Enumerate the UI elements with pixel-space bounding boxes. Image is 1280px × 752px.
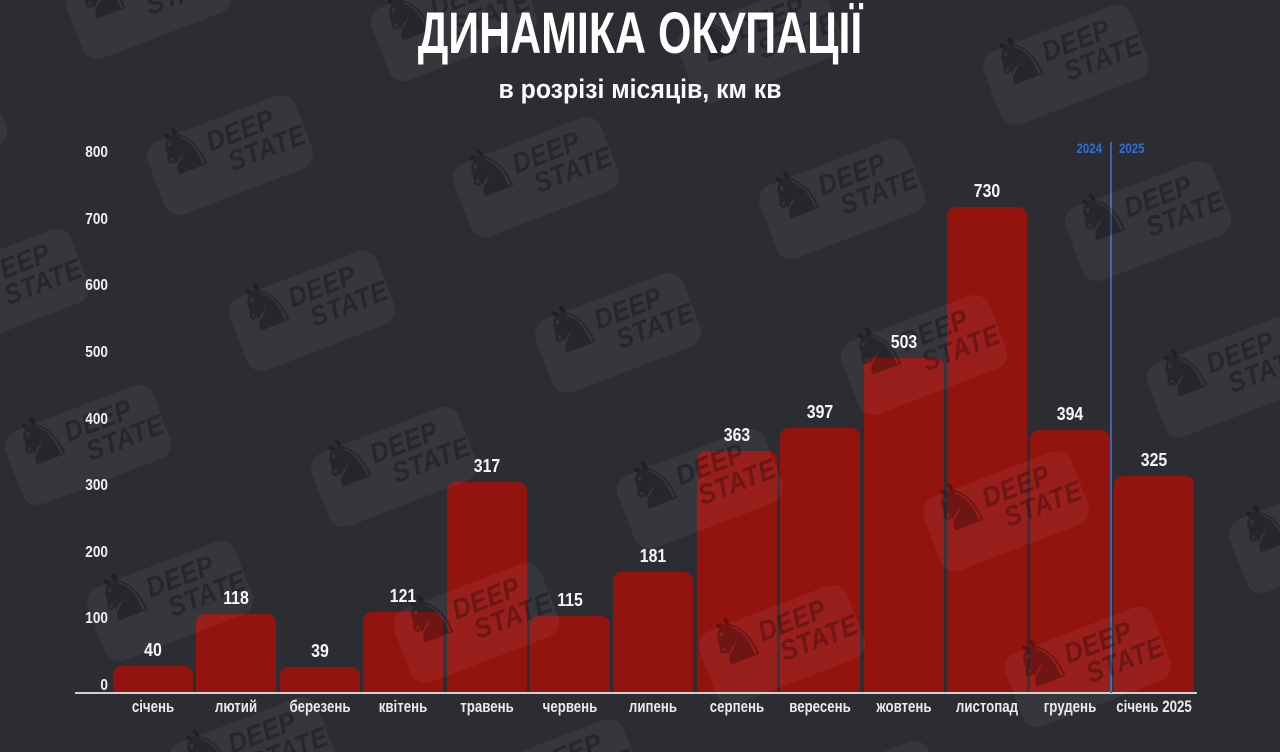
bar-value-label: 394 <box>1057 404 1084 424</box>
knight-icon: ♞ <box>165 708 245 752</box>
x-axis-label-листопад: листопад <box>955 697 1019 716</box>
bar-серпень <box>696 451 777 693</box>
x-axis-label-вересень: вересень <box>789 697 851 716</box>
bar-value-label: 181 <box>640 546 667 566</box>
bar-value-label: 118 <box>223 588 250 608</box>
y-tick-400: 400 <box>85 410 108 428</box>
x-axis-label-лютий: лютий <box>215 697 258 716</box>
bar-value-label: 397 <box>806 402 834 422</box>
x-axis-label-липень: липень <box>629 697 678 716</box>
knight-icon: ♞ <box>530 283 612 374</box>
knight-icon: ♞ <box>1060 171 1142 262</box>
bar-value-label: 40 <box>144 640 162 660</box>
year-label-2025: 2025 <box>1119 140 1145 156</box>
x-axis-label-січень-2025: січень 2025 <box>1116 697 1192 716</box>
page-subtitle: в розрізі місяців, км кв <box>498 74 782 104</box>
bar-жовтень <box>863 358 944 693</box>
bar-травень <box>446 482 527 693</box>
y-tick-200: 200 <box>85 543 108 561</box>
x-axis-label-грудень: грудень <box>1044 697 1097 716</box>
x-axis-label-квітень: квітень <box>378 697 428 716</box>
page-title: ДИНАМІКА ОКУПАЦІЇ <box>417 1 863 66</box>
bar-січень-2025 <box>1113 476 1194 693</box>
y-tick-600: 600 <box>85 277 108 295</box>
y-tick-500: 500 <box>85 343 108 361</box>
x-axis-label-серпень: серпень <box>709 697 764 716</box>
bar-value-label: 503 <box>890 332 917 352</box>
knight-icon: ♞ <box>471 730 551 752</box>
knight-icon: ♞ <box>1224 483 1280 574</box>
x-axis-label-червень: червень <box>542 697 598 716</box>
knight-icon: ♞ <box>306 417 388 508</box>
knight-icon: ♞ <box>612 439 694 530</box>
bar-value-label: 363 <box>723 425 751 445</box>
y-tick-0: 0 <box>100 677 108 694</box>
bar-value-label: 115 <box>557 590 583 610</box>
bar-вересень <box>780 428 861 693</box>
knight-icon: ♞ <box>448 127 530 218</box>
x-axis-label-березень: березень <box>289 697 351 716</box>
bar-січень <box>113 666 193 693</box>
bar-березень <box>279 667 360 693</box>
x-axis-label-травень: травень <box>459 697 514 716</box>
y-tick-800: 800 <box>85 144 108 161</box>
knight-icon: ♞ <box>754 149 836 240</box>
year-label-2024: 2024 <box>1076 140 1102 156</box>
bar-квітень <box>363 612 444 693</box>
y-tick-700: 700 <box>85 210 108 228</box>
bar-липень <box>613 572 694 693</box>
bar-листопад <box>947 207 1027 693</box>
bar-value-label: 325 <box>1140 450 1168 470</box>
bar-лютий <box>196 614 277 693</box>
knight-icon: ♞ <box>61 0 141 39</box>
y-tick-100: 100 <box>85 610 108 628</box>
x-axis-label-січень: січень <box>131 697 175 716</box>
bar-грудень <box>1030 430 1111 693</box>
knight-icon: ♞ <box>224 261 306 352</box>
bar-value-label: 39 <box>310 641 329 661</box>
knight-icon: ♞ <box>142 105 224 196</box>
year-divider-line <box>1110 142 1112 693</box>
knight-icon: ♞ <box>1142 327 1224 418</box>
bar-value-label: 730 <box>973 181 1001 201</box>
x-axis-line <box>75 692 1197 694</box>
y-tick-300: 300 <box>85 477 108 495</box>
bar-value-label: 317 <box>473 456 500 476</box>
bar-червень <box>530 616 610 693</box>
x-axis-label-жовтень: жовтень <box>876 697 932 716</box>
bar-value-label: 121 <box>389 586 417 606</box>
